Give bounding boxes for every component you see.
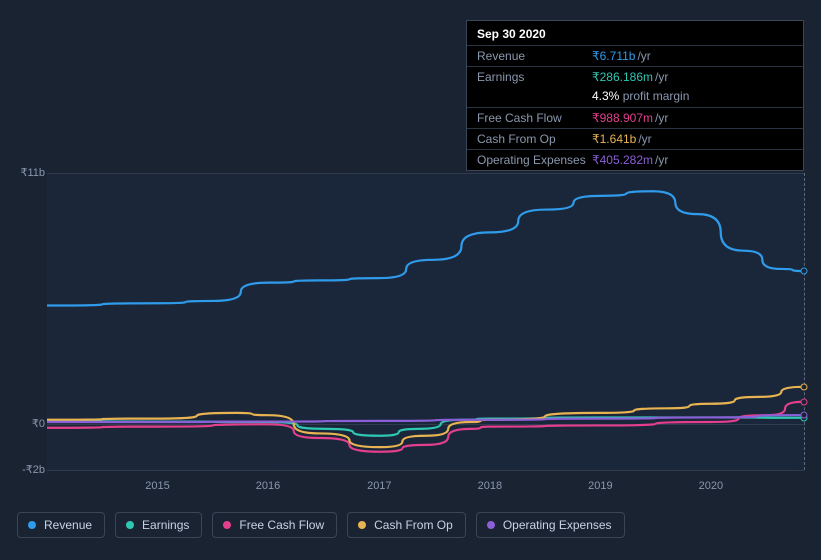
tooltip-row-unit: /yr bbox=[655, 70, 668, 84]
legend-item-earnings[interactable]: Earnings bbox=[115, 512, 202, 538]
chart-area[interactable]: ₹11b ₹0 -₹2b bbox=[17, 155, 804, 475]
tooltip-row-label: Operating Expenses bbox=[477, 153, 592, 167]
chart-cursor-line bbox=[804, 173, 805, 470]
legend-swatch bbox=[487, 521, 495, 529]
series-line-revenue bbox=[47, 191, 804, 305]
chart-container: Sep 30 2020 Revenue₹6.711b/yrEarnings₹28… bbox=[0, 0, 821, 560]
x-axis-label: 2016 bbox=[256, 480, 280, 492]
x-axis-label: 2015 bbox=[145, 480, 169, 492]
tooltip-row-label: Earnings bbox=[477, 70, 592, 84]
cursor-dot bbox=[801, 267, 808, 274]
tooltip-row-unit: /yr bbox=[638, 132, 651, 146]
x-axis-label: 2018 bbox=[478, 480, 502, 492]
gridline bbox=[47, 470, 804, 471]
legend-swatch bbox=[126, 521, 134, 529]
chart-tooltip: Sep 30 2020 Revenue₹6.711b/yrEarnings₹28… bbox=[466, 20, 804, 171]
plot-area[interactable] bbox=[47, 173, 804, 470]
tooltip-row-label: Free Cash Flow bbox=[477, 111, 592, 125]
cursor-dot bbox=[801, 398, 808, 405]
tooltip-row: Revenue₹6.711b/yr bbox=[467, 45, 803, 66]
tooltip-row-value: ₹1.641b bbox=[592, 132, 636, 146]
legend-label: Cash From Op bbox=[374, 518, 453, 532]
y-axis-label: ₹11b bbox=[17, 166, 45, 179]
tooltip-row-unit: /yr bbox=[655, 153, 668, 167]
chart-legend: Revenue Earnings Free Cash Flow Cash From O… bbox=[17, 512, 625, 538]
y-axis-label: ₹0 bbox=[17, 417, 45, 430]
tooltip-row-value: ₹286.186m bbox=[592, 70, 653, 84]
x-axis-label: 2017 bbox=[367, 480, 391, 492]
x-axis-label: 2020 bbox=[699, 480, 723, 492]
tooltip-row-label: Cash From Op bbox=[477, 132, 592, 146]
tooltip-row-value: ₹6.711b bbox=[592, 49, 635, 63]
tooltip-title: Sep 30 2020 bbox=[467, 21, 803, 45]
cursor-dot bbox=[801, 383, 808, 390]
legend-item-cash-from-op[interactable]: Cash From Op bbox=[347, 512, 466, 538]
legend-label: Operating Expenses bbox=[503, 518, 612, 532]
tooltip-row-value: ₹988.907m bbox=[592, 111, 653, 125]
legend-item-free-cash-flow[interactable]: Free Cash Flow bbox=[212, 512, 337, 538]
y-axis-label: -₹2b bbox=[17, 463, 45, 476]
tooltip-row: Free Cash Flow₹988.907m/yr bbox=[467, 107, 803, 128]
chart-svg bbox=[47, 173, 804, 470]
tooltip-row: Cash From Op₹1.641b/yr bbox=[467, 128, 803, 149]
legend-swatch bbox=[358, 521, 366, 529]
tooltip-row-value: ₹405.282m bbox=[592, 153, 653, 167]
legend-label: Free Cash Flow bbox=[239, 518, 324, 532]
legend-label: Revenue bbox=[44, 518, 92, 532]
x-axis-label: 2019 bbox=[588, 480, 612, 492]
tooltip-row-unit: /yr bbox=[655, 111, 668, 125]
tooltip-row-unit: /yr bbox=[637, 49, 650, 63]
series-line-free-cash-flow bbox=[47, 402, 804, 452]
tooltip-row: Operating Expenses₹405.282m/yr bbox=[467, 149, 803, 170]
legend-swatch bbox=[223, 521, 231, 529]
x-axis-labels: 2015 2016 2017 2018 2019 2020 bbox=[47, 480, 804, 500]
cursor-dot bbox=[801, 412, 808, 419]
tooltip-row-label: Revenue bbox=[477, 49, 592, 63]
tooltip-row: Earnings₹286.186m/yr bbox=[467, 66, 803, 87]
legend-item-operating-expenses[interactable]: Operating Expenses bbox=[476, 512, 625, 538]
legend-swatch bbox=[28, 521, 36, 529]
tooltip-subrow: 4.3% profit margin bbox=[467, 87, 803, 107]
legend-label: Earnings bbox=[142, 518, 189, 532]
legend-item-revenue[interactable]: Revenue bbox=[17, 512, 105, 538]
